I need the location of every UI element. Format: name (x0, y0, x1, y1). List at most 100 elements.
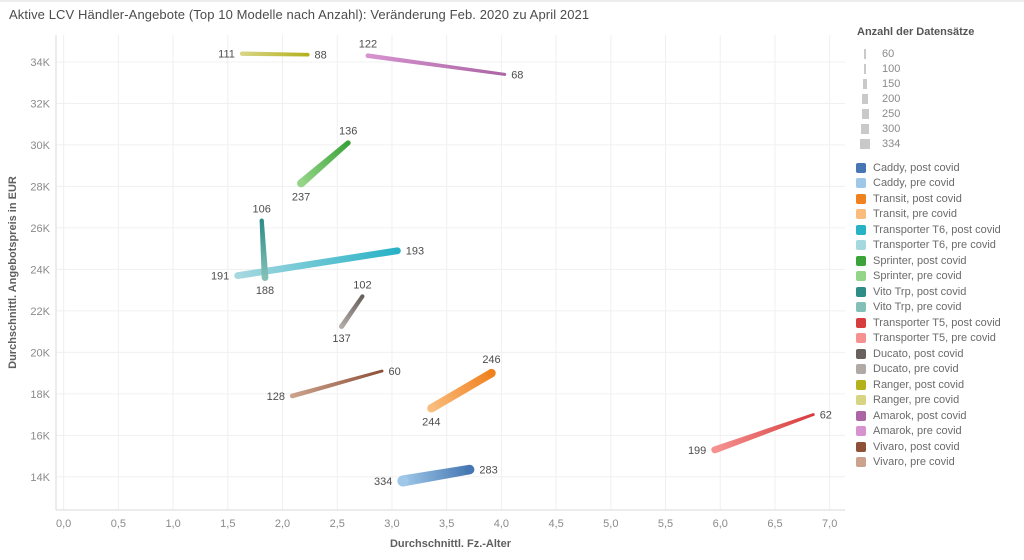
legend-swatch-icon (856, 193, 866, 204)
legend-item-transit-pre-covid[interactable]: Transit, pre covid (856, 207, 1024, 223)
y-tick-label: 24K (30, 264, 50, 276)
size-legend-item-334: 334 (856, 136, 1022, 151)
legend-item-ranger-post-covid[interactable]: Ranger, post covid (856, 377, 1024, 393)
x-tick-label: 1,0 (165, 518, 180, 530)
count-label-vito-trp-post: 106 (253, 204, 271, 216)
point-vivaro-pre[interactable] (289, 393, 295, 399)
legend-item-label: Sprinter, post covid (873, 254, 967, 267)
mark-transit[interactable] (427, 368, 496, 413)
size-legend-title: Anzahl der Datensätze (857, 26, 975, 38)
point-vito-trp-post[interactable] (259, 218, 264, 223)
legend-swatch-icon (856, 178, 866, 189)
x-tick-label: 7,0 (822, 518, 837, 530)
legend-item-ducato-post-covid[interactable]: Ducato, post covid (856, 346, 1024, 362)
legend-item-amarok-post-covid[interactable]: Amarok, post covid (856, 408, 1024, 424)
point-transit-post[interactable] (487, 368, 496, 378)
legend-item-vito-trp-pre-covid[interactable]: Vito Trp, pre covid (856, 300, 1024, 316)
mark-amarok[interactable] (365, 53, 507, 76)
count-label-transit-post: 246 (482, 354, 500, 366)
legend-swatch-icon (856, 224, 866, 235)
legend-swatch-icon (856, 271, 866, 282)
size-legend-item-250: 250 (856, 106, 1022, 121)
point-ranger-pre[interactable] (239, 51, 245, 56)
legend-item-label: Amarok, post covid (873, 409, 967, 422)
x-tick-label: 2,0 (275, 518, 290, 530)
count-label-transporter-t5-pre: 199 (688, 445, 706, 457)
mark-transporter-t6[interactable] (234, 247, 401, 279)
mark-vivaro[interactable] (289, 369, 384, 399)
mark-transporter-t5[interactable] (711, 413, 815, 454)
legend-item-sprinter-post-covid[interactable]: Sprinter, post covid (856, 253, 1024, 269)
count-label-vivaro-post: 60 (389, 366, 401, 378)
legend-item-label: Transit, pre covid (873, 208, 957, 221)
axes (55, 35, 845, 511)
y-tick-label: 30K (30, 140, 50, 152)
legend-item-caddy-pre-covid[interactable]: Caddy, pre covid (856, 176, 1024, 192)
count-label-ducato-post: 102 (353, 279, 371, 291)
size-bar-slot (856, 48, 874, 59)
legend-item-label: Vito Trp, post covid (873, 285, 967, 298)
mark-sprinter[interactable] (297, 140, 351, 188)
legend-item-label: Vivaro, post covid (873, 440, 960, 453)
count-label-sprinter-post: 136 (339, 125, 357, 137)
legend-item-caddy-post-covid[interactable]: Caddy, post covid (856, 160, 1024, 176)
legend-item-transit-post-covid[interactable]: Transit, post covid (856, 191, 1024, 207)
x-tick-label: 6,0 (713, 518, 728, 530)
point-sprinter-pre[interactable] (297, 179, 306, 188)
size-legend-rows: 60 100 150 200 250 300 334 (856, 46, 1022, 151)
legend-item-ranger-pre-covid[interactable]: Ranger, pre covid (856, 393, 1024, 409)
mark-ducato[interactable] (339, 294, 365, 329)
y-tick-label: 32K (30, 98, 50, 110)
point-transporter-t5-pre[interactable] (711, 446, 719, 454)
point-transporter-t6-pre[interactable] (234, 272, 242, 279)
point-amarok-post[interactable] (503, 72, 507, 76)
point-transporter-t5-post[interactable] (811, 413, 815, 417)
point-transporter-t6-post[interactable] (394, 247, 401, 255)
point-ducato-post[interactable] (360, 294, 365, 299)
point-amarok-pre[interactable] (365, 53, 371, 59)
count-label-amarok-post: 68 (511, 69, 523, 81)
legend-item-label: Vito Trp, pre covid (873, 301, 962, 314)
legend-item-label: Sprinter, pre covid (873, 270, 962, 283)
legend-item-transporter-t5-post-covid[interactable]: Transporter T5, post covid (856, 315, 1024, 331)
size-legend-item-200: 200 (856, 91, 1022, 106)
legend-swatch-icon (856, 410, 866, 421)
legend-item-label: Ranger, post covid (873, 378, 965, 391)
legend-item-ducato-pre-covid[interactable]: Ducato, pre covid (856, 362, 1024, 378)
legend-item-label: Transporter T6, pre covid (873, 239, 996, 252)
point-transit-pre[interactable] (427, 404, 436, 413)
x-axis-label: Durchschnittl. Fz.-Alter (390, 538, 512, 550)
legend-item-sprinter-pre-covid[interactable]: Sprinter, pre covid (856, 269, 1024, 285)
mark-vito-trp[interactable] (259, 218, 269, 282)
y-axis-label: Durchschnittl. Angebotspreis in EUR (7, 176, 19, 369)
legend-item-vito-trp-post-covid[interactable]: Vito Trp, post covid (856, 284, 1024, 300)
legend-item-transporter-t6-post-covid[interactable]: Transporter T6, post covid (856, 222, 1024, 238)
point-caddy-pre[interactable] (397, 475, 409, 487)
point-vivaro-post[interactable] (380, 369, 384, 373)
legend-item-vivaro-post-covid[interactable]: Vivaro, post covid (856, 439, 1024, 455)
legend-item-label: Vivaro, pre covid (873, 456, 955, 469)
tick-labels: 0,0 0,5 1,0 1,5 2,0 2,5 3,0 3,5 4,0 4,5 5,0 5,5 6,0 6… (30, 57, 837, 530)
count-label-amarok-pre: 122 (359, 38, 377, 50)
x-tick-label: 1,5 (220, 518, 235, 530)
point-sprinter-post[interactable] (345, 140, 351, 146)
point-ranger-post[interactable] (305, 52, 310, 57)
point-vito-trp-pre[interactable] (261, 274, 269, 282)
x-tick-label: 3,5 (439, 518, 454, 530)
point-caddy-post[interactable] (464, 464, 475, 475)
size-legend-item-300: 300 (856, 121, 1022, 136)
legend-item-transporter-t5-pre-covid[interactable]: Transporter T5, pre covid (856, 331, 1024, 347)
point-ducato-pre[interactable] (339, 323, 345, 329)
legend-item-label: Transporter T5, pre covid (873, 332, 996, 345)
count-label-ranger-pre: 111 (218, 49, 235, 61)
legend-item-vivaro-pre-covid[interactable]: Vivaro, pre covid (856, 455, 1024, 471)
x-tick-label: 6,5 (767, 518, 782, 530)
legend-item-transporter-t6-pre-covid[interactable]: Transporter T6, pre covid (856, 238, 1024, 254)
size-legend-value: 100 (882, 62, 901, 75)
legend-item-amarok-pre-covid[interactable]: Amarok, pre covid (856, 424, 1024, 440)
mark-caddy[interactable] (397, 464, 475, 487)
count-label-ducato-pre: 137 (332, 333, 350, 345)
count-label-caddy-post: 283 (479, 465, 497, 477)
mark-ranger[interactable] (239, 51, 310, 57)
x-tick-label: 3,0 (384, 518, 399, 530)
